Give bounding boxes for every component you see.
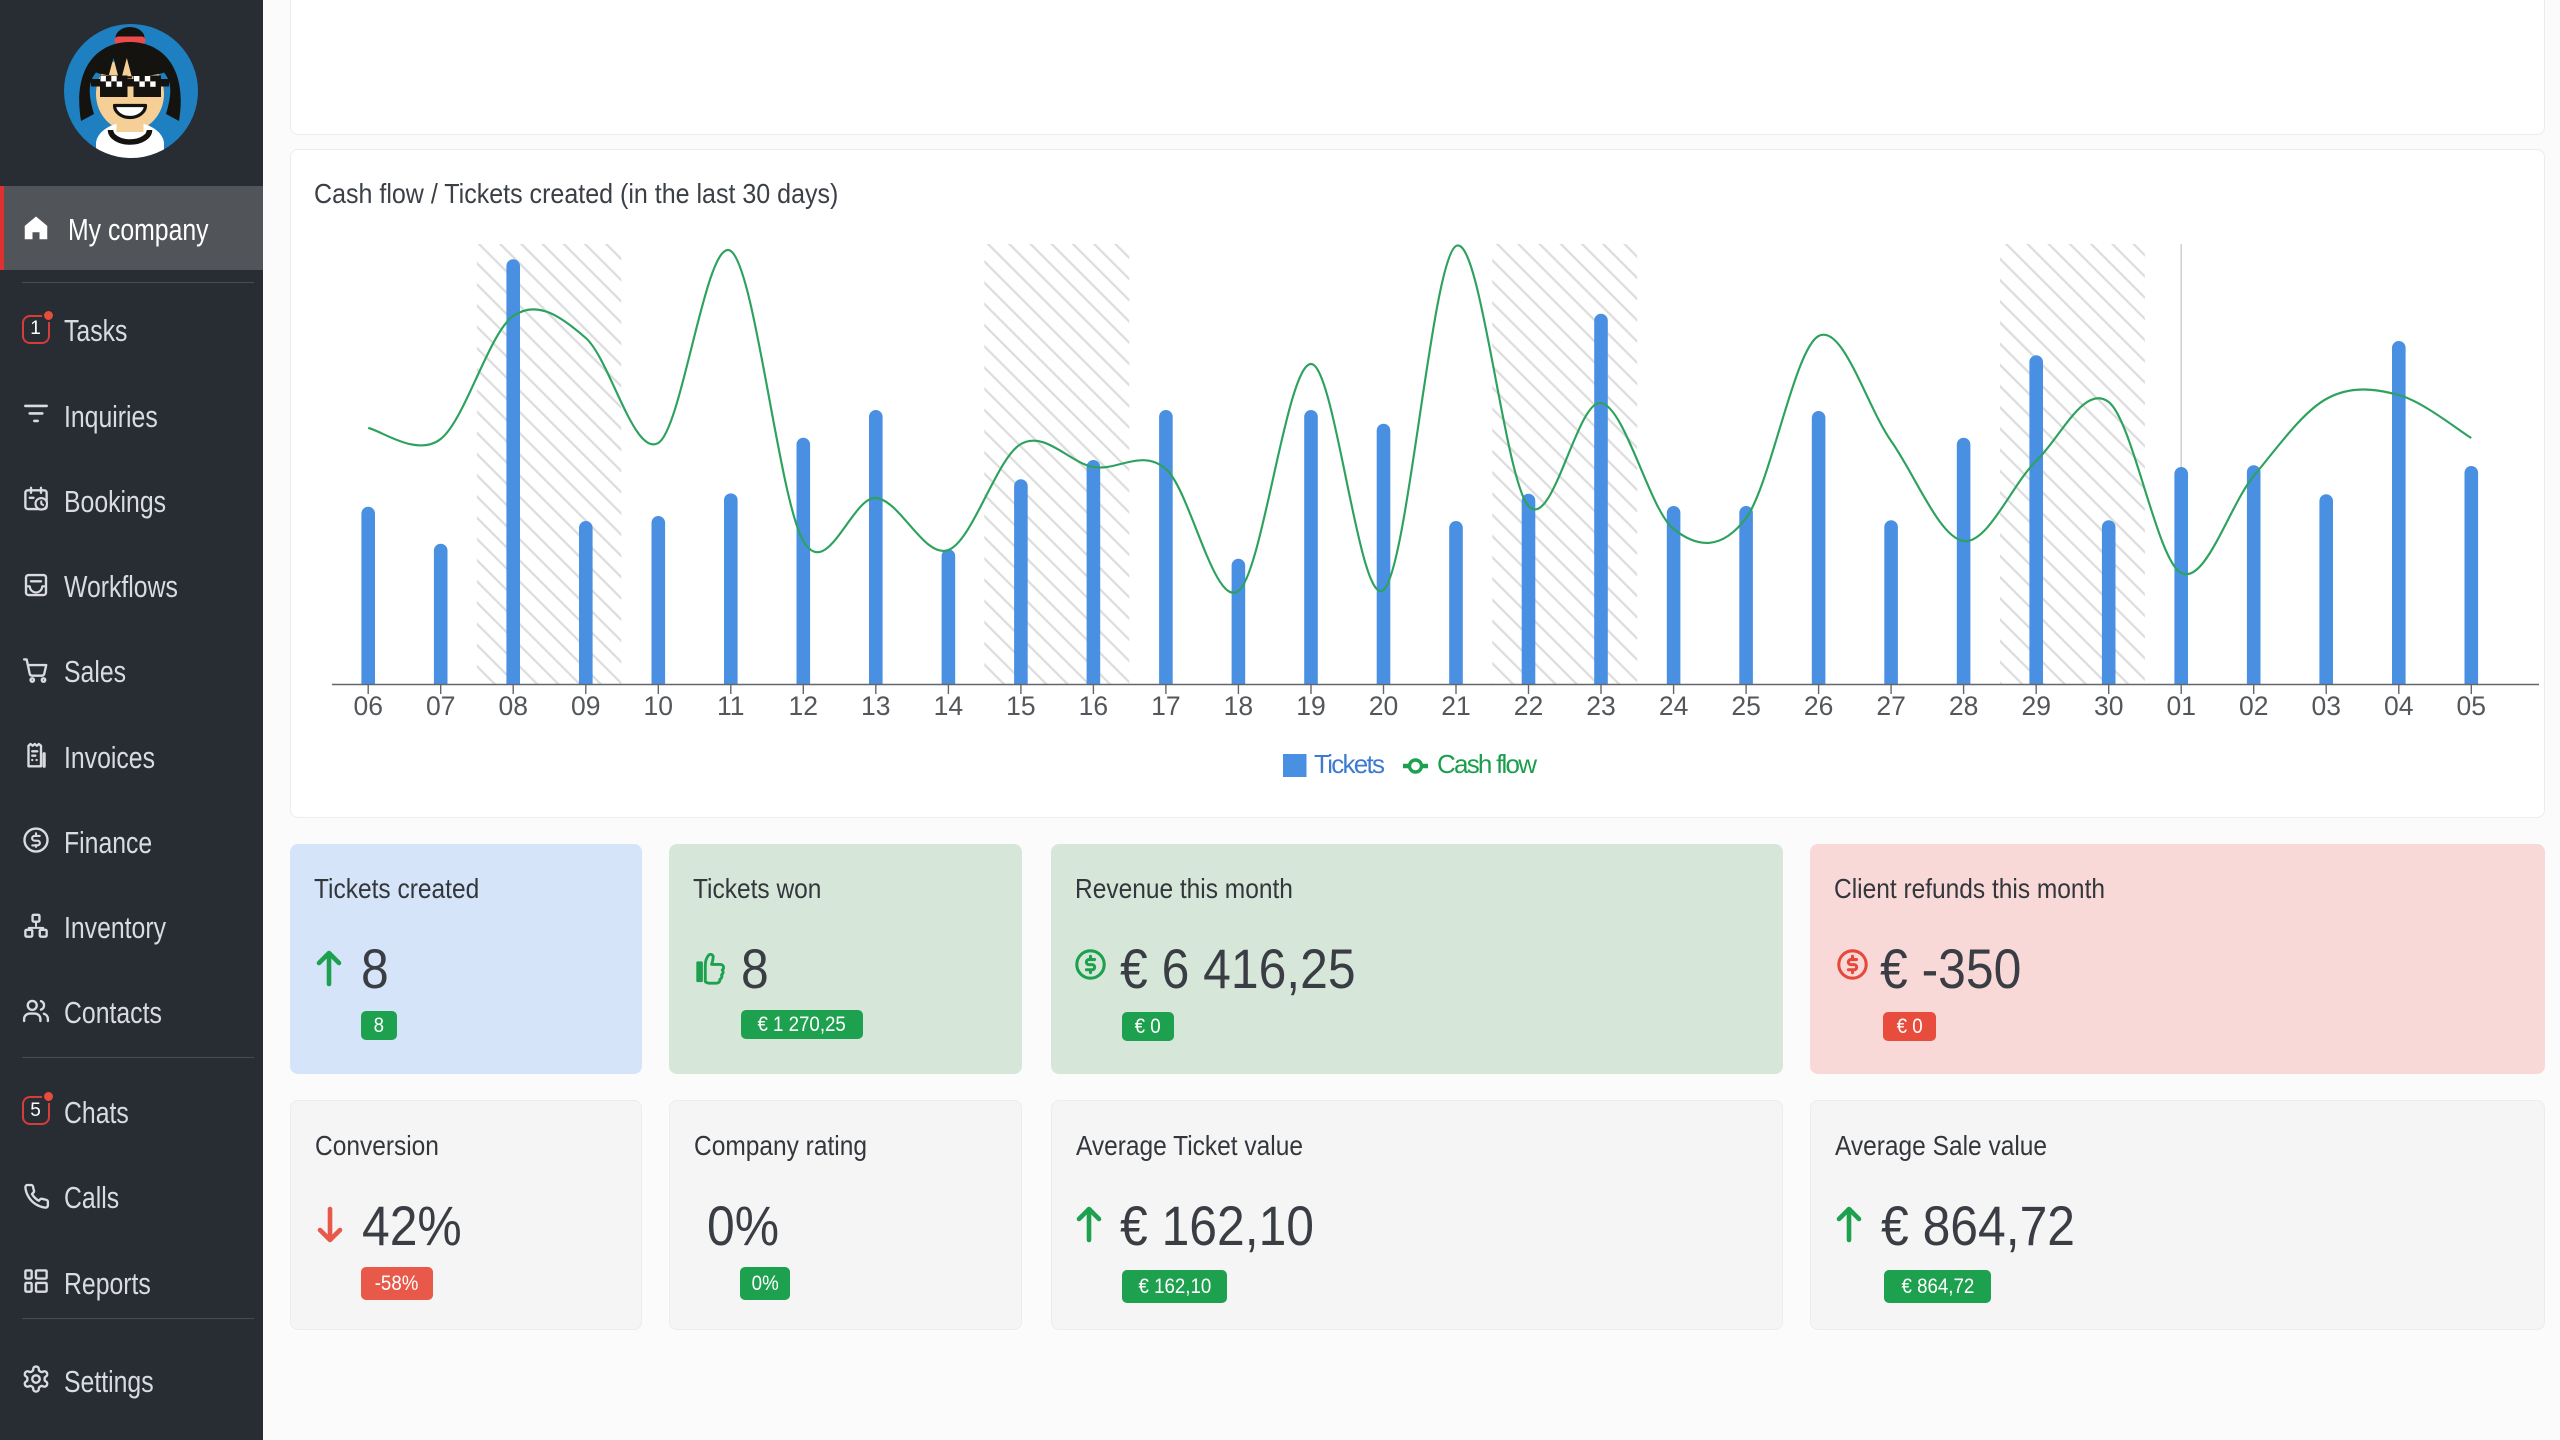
svg-text:25: 25	[1731, 691, 1760, 721]
svg-text:12: 12	[789, 691, 818, 721]
svg-text:Tickets: Tickets	[1314, 749, 1385, 779]
svg-text:06: 06	[353, 691, 382, 721]
svg-text:22: 22	[1514, 691, 1543, 721]
svg-text:20: 20	[1369, 691, 1398, 721]
svg-text:23: 23	[1586, 691, 1615, 721]
svg-text:05: 05	[2457, 691, 2486, 721]
svg-text:16: 16	[1079, 691, 1108, 721]
svg-text:30: 30	[2094, 691, 2123, 721]
svg-text:09: 09	[571, 691, 600, 721]
svg-text:03: 03	[2311, 691, 2340, 721]
svg-text:21: 21	[1441, 691, 1470, 721]
svg-text:27: 27	[1876, 691, 1905, 721]
svg-text:29: 29	[2021, 691, 2050, 721]
svg-text:24: 24	[1659, 691, 1688, 721]
svg-text:01: 01	[2166, 691, 2195, 721]
svg-text:18: 18	[1224, 691, 1253, 721]
svg-text:11: 11	[717, 691, 745, 721]
svg-text:28: 28	[1949, 691, 1978, 721]
svg-text:17: 17	[1151, 691, 1180, 721]
svg-text:15: 15	[1006, 691, 1035, 721]
svg-text:07: 07	[426, 691, 455, 721]
svg-text:13: 13	[861, 691, 890, 721]
svg-text:19: 19	[1296, 691, 1325, 721]
svg-text:Cash flow: Cash flow	[1437, 749, 1537, 779]
svg-text:26: 26	[1804, 691, 1833, 721]
svg-text:02: 02	[2239, 691, 2268, 721]
svg-text:08: 08	[498, 691, 527, 721]
svg-text:14: 14	[934, 691, 963, 721]
svg-text:04: 04	[2384, 691, 2413, 721]
svg-text:10: 10	[644, 691, 673, 721]
